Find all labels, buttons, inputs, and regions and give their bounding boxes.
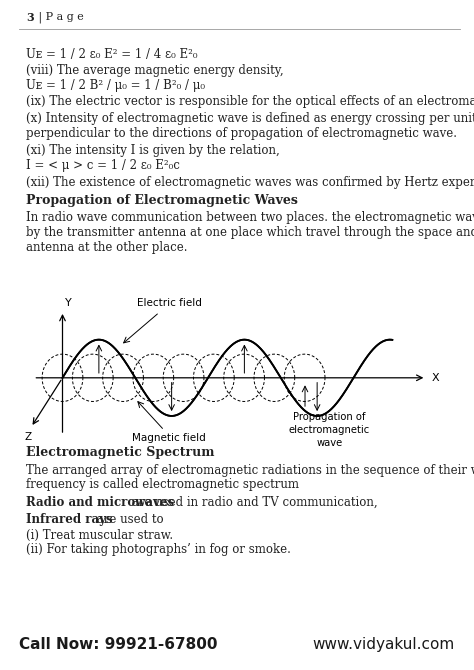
Text: www.vidyakul.com: www.vidyakul.com — [313, 637, 455, 653]
Text: Propagation of Electromagnetic Waves: Propagation of Electromagnetic Waves — [26, 194, 298, 207]
Text: Z: Z — [24, 432, 31, 442]
Text: Y: Y — [65, 298, 72, 308]
Text: antenna at the other place.: antenna at the other place. — [26, 241, 188, 253]
Text: are used to: are used to — [92, 513, 163, 525]
Text: X: X — [432, 373, 440, 383]
Text: Uᴇ = 1 / 2 ε₀ E² = 1 / 4 ε₀ E²₀: Uᴇ = 1 / 2 ε₀ E² = 1 / 4 ε₀ E²₀ — [26, 48, 198, 61]
Text: Propagation of
electromagnetic
wave: Propagation of electromagnetic wave — [289, 412, 370, 448]
Text: (viii) The average magnetic energy density,: (viii) The average magnetic energy densi… — [26, 64, 284, 76]
Text: (i) Treat muscular straw.: (i) Treat muscular straw. — [26, 529, 173, 542]
Text: (xi) The intensity I is given by the relation,: (xi) The intensity I is given by the rel… — [26, 144, 280, 157]
Text: (ix) The electric vector is responsible for the optical effects of an electromag: (ix) The electric vector is responsible … — [26, 95, 474, 108]
Text: are used in radio and TV communication,: are used in radio and TV communication, — [128, 496, 378, 509]
Text: Magnetic field: Magnetic field — [132, 433, 206, 443]
Text: Uᴇ = 1 / 2 B² / μ₀ = 1 / B²₀ / μ₀: Uᴇ = 1 / 2 B² / μ₀ = 1 / B²₀ / μ₀ — [26, 79, 205, 92]
Text: Radio and microwaves: Radio and microwaves — [26, 496, 174, 509]
Text: In radio wave communication between two places. the electromagnetic waves are ra: In radio wave communication between two … — [26, 211, 474, 224]
Text: (xii) The existence of electromagnetic waves was confirmed by Hertz experimental: (xii) The existence of electromagnetic w… — [26, 176, 474, 188]
Text: by the transmitter antenna at one place which travel through the space and reach: by the transmitter antenna at one place … — [26, 226, 474, 239]
Text: I = < μ > c = 1 / 2 ε₀ E²₀c: I = < μ > c = 1 / 2 ε₀ E²₀c — [26, 159, 180, 172]
Text: | P a g e: | P a g e — [35, 12, 83, 23]
Text: Call Now: 99921-67800: Call Now: 99921-67800 — [19, 637, 218, 653]
Text: Electromagnetic Spectrum: Electromagnetic Spectrum — [26, 446, 215, 458]
Text: perpendicular to the directions of propagation of electromagnetic wave.: perpendicular to the directions of propa… — [26, 127, 457, 139]
Text: 3: 3 — [26, 13, 34, 23]
Text: The arranged array of electromagnetic radiations in the sequence of their wavele: The arranged array of electromagnetic ra… — [26, 464, 474, 476]
Text: (ii) For taking photographs’ in fog or smoke.: (ii) For taking photographs’ in fog or s… — [26, 543, 291, 555]
Text: (x) Intensity of electromagnetic wave is defined as energy crossing per unit are: (x) Intensity of electromagnetic wave is… — [26, 112, 474, 125]
Text: Infrared rays: Infrared rays — [26, 513, 113, 525]
Text: Electric field: Electric field — [137, 298, 201, 308]
Text: frequency is called electromagnetic spectrum: frequency is called electromagnetic spec… — [26, 478, 299, 491]
